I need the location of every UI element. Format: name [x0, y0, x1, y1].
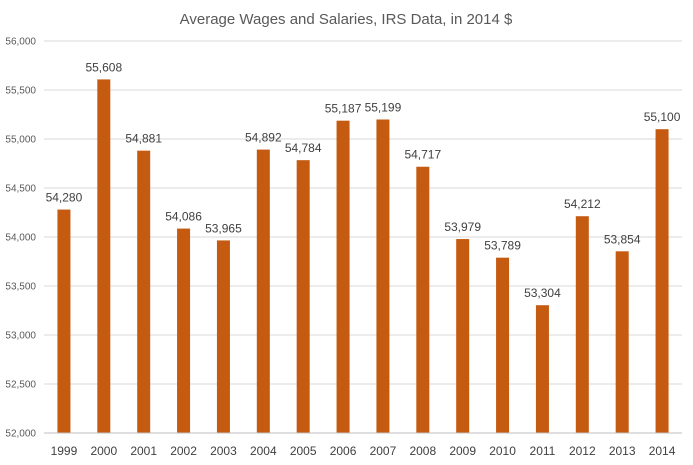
- data-labels: 54,28055,60854,88154,08653,96554,89254,7…: [46, 60, 681, 300]
- data-label-2014: 55,100: [644, 110, 681, 124]
- data-label-2004: 54,892: [245, 131, 282, 145]
- gridlines: [44, 40, 682, 385]
- bar-2003: [216, 240, 230, 433]
- bar-2012: [575, 216, 589, 433]
- x-tick-label-2000: 2000: [90, 444, 117, 458]
- y-tick-label: 56,000: [5, 37, 36, 48]
- x-tick-label-2007: 2007: [370, 444, 397, 458]
- x-tick-label-2006: 2006: [330, 444, 357, 458]
- x-tick-label-2001: 2001: [130, 444, 157, 458]
- bar-2008: [416, 166, 430, 433]
- x-tick-label-2002: 2002: [170, 444, 197, 458]
- x-tick-label-2003: 2003: [210, 444, 237, 458]
- y-tick-label: 52,000: [5, 429, 36, 440]
- y-tick-label: 54,000: [5, 233, 36, 244]
- data-label-2009: 53,979: [444, 220, 481, 234]
- x-tick-label-2008: 2008: [409, 444, 436, 458]
- data-label-1999: 54,280: [46, 191, 83, 205]
- bar-2002: [177, 228, 191, 433]
- y-tick-label: 55,500: [5, 86, 36, 97]
- bar-2013: [615, 251, 629, 433]
- bar-2011: [535, 305, 549, 433]
- x-tick-label-2009: 2009: [449, 444, 476, 458]
- data-label-2002: 54,086: [165, 210, 202, 224]
- bar-2004: [256, 149, 270, 434]
- data-label-2000: 55,608: [85, 60, 122, 74]
- chart-title: Average Wages and Salaries, IRS Data, in…: [180, 11, 513, 28]
- data-label-2008: 54,717: [404, 148, 441, 162]
- bar-2006: [336, 120, 350, 433]
- x-tick-label-1999: 1999: [51, 444, 78, 458]
- data-label-2001: 54,881: [125, 132, 162, 146]
- data-label-2006: 55,187: [325, 102, 362, 116]
- x-tick-label-2014: 2014: [649, 444, 676, 458]
- data-label-2012: 54,212: [564, 197, 601, 211]
- bar-2001: [137, 150, 151, 434]
- x-tick-label-2011: 2011: [530, 444, 556, 458]
- bar-2005: [296, 160, 310, 433]
- bars: [57, 79, 669, 434]
- bar-2009: [456, 239, 470, 433]
- y-tick-label: 55,000: [5, 135, 36, 146]
- bar-1999: [57, 209, 71, 433]
- data-label-2010: 53,789: [484, 239, 521, 253]
- data-label-2013: 53,854: [604, 232, 641, 246]
- x-tick-label-2004: 2004: [250, 444, 277, 458]
- bar-2010: [496, 257, 510, 433]
- x-tick-label-2010: 2010: [489, 444, 516, 458]
- y-tick-label: 52,500: [5, 380, 36, 391]
- x-tick-label-2012: 2012: [569, 444, 596, 458]
- bar-2007: [376, 119, 390, 434]
- y-tick-label: 53,500: [5, 282, 36, 293]
- y-axis-tick-labels: 52,000 52,500 53,000 53,500 54,000 54,500 55,0…: [5, 37, 36, 440]
- x-axis-tick-labels: 1999 2000 2001 2002 2003 2004 2005 2006 2007 2008…: [51, 444, 676, 458]
- data-label-2005: 54,784: [285, 141, 322, 155]
- x-tick-label-2005: 2005: [290, 444, 317, 458]
- bar-2000: [97, 79, 111, 433]
- y-tick-label: 54,500: [5, 184, 36, 195]
- data-label-2003: 53,965: [205, 221, 242, 235]
- bar-2014: [655, 129, 669, 433]
- data-label-2007: 55,199: [365, 100, 402, 114]
- data-label-2011: 53,304: [524, 286, 561, 300]
- x-tick-label-2013: 2013: [609, 444, 636, 458]
- y-tick-label: 53,000: [5, 331, 36, 342]
